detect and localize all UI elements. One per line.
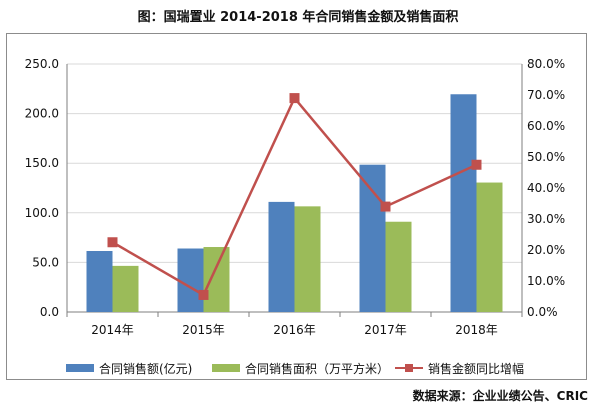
y-right-tick-label: 60.0% [527, 119, 565, 133]
legend-item-sales-amount: 合同销售额(亿元) [66, 360, 192, 376]
bar-sales-amount [450, 94, 477, 312]
legend-label-sales-amount: 合同销售额(亿元) [99, 361, 193, 376]
y-left-tick-label: 200.0 [25, 107, 59, 121]
y-left-tick-label: 100.0 [25, 206, 59, 220]
y-right-tick-label: 50.0% [527, 150, 565, 164]
y-right-tick-label: 20.0% [527, 243, 565, 257]
y-left-tick-label: 250.0 [25, 57, 59, 71]
growth-marker [471, 159, 482, 170]
x-tick-label: 2015年 [182, 323, 225, 337]
chart-title: 图：国瑞置业 2014-2018 年合同销售金额及销售面积 [137, 10, 459, 25]
legend-swatch-growth [395, 362, 423, 374]
x-tick-label: 2016年 [273, 323, 316, 337]
bar-sales-amount [86, 250, 113, 312]
bar-sales-amount [268, 201, 295, 312]
bar-sales-area [112, 265, 139, 312]
bar-sales-area [294, 206, 321, 312]
x-tick-label: 2014年 [91, 323, 134, 337]
y-left-tick-label: 0.0 [40, 305, 59, 319]
x-tick-label: 2017年 [364, 323, 407, 337]
bar-sales-amount [177, 248, 204, 312]
y-right-tick-label: 40.0% [527, 181, 565, 195]
chart-frame [6, 33, 587, 380]
growth-marker [289, 93, 300, 104]
y-right-tick-label: 0.0% [527, 305, 558, 319]
bar-sales-area [476, 182, 503, 312]
legend-swatch-sales-amount [66, 364, 94, 372]
growth-marker [107, 237, 118, 248]
data-source: 数据来源：企业业绩公告、CRIC [412, 389, 588, 403]
y-left-tick-label: 150.0 [25, 156, 59, 170]
bar-sales-area [203, 247, 230, 312]
y-right-tick-label: 30.0% [527, 212, 565, 226]
x-tick-label: 2018年 [455, 323, 498, 337]
growth-marker [380, 201, 391, 212]
y-right-tick-label: 70.0% [527, 88, 565, 102]
growth-marker [198, 289, 209, 300]
legend-item-sales-area: 合同销售面积（万平方米） [212, 360, 389, 376]
y-left-tick-label: 50.0 [32, 255, 59, 269]
legend-item-growth: 销售金额同比增幅 [395, 360, 524, 376]
y-right-tick-label: 80.0% [527, 57, 565, 71]
legend-label-growth: 销售金额同比增幅 [428, 361, 525, 376]
legend-swatch-sales-area [212, 364, 240, 372]
bar-sales-amount [359, 164, 386, 312]
y-right-tick-label: 10.0% [527, 274, 565, 288]
bar-sales-area [385, 221, 412, 312]
legend-label-sales-area: 合同销售面积（万平方米） [245, 361, 390, 376]
